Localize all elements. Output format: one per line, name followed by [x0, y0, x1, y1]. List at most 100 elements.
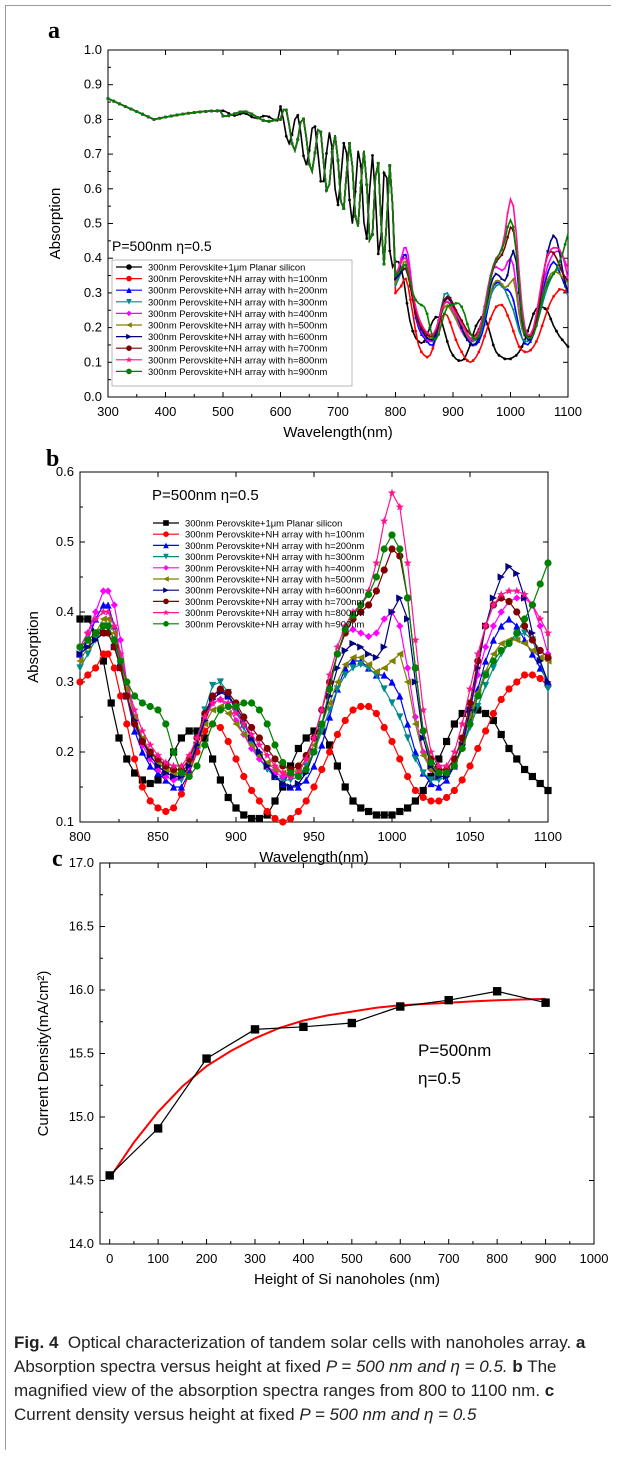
chart-b-data-point	[255, 751, 263, 760]
chart-a-data-point	[365, 237, 369, 240]
chart-b-data-point	[528, 629, 536, 637]
chart-b-annotation: P=500nm η=0.5	[152, 487, 259, 504]
chart-a-data-point	[494, 279, 498, 283]
chart-a-data-point	[279, 118, 282, 121]
panel-label-a: a	[48, 18, 60, 44]
chart-b-data-point	[185, 727, 193, 735]
chart-a-data-point	[437, 319, 441, 322]
chart-b-data-point	[162, 807, 170, 816]
chart-a-data-point	[404, 277, 408, 281]
chart-b-data-point	[474, 702, 482, 711]
chart-b-data-point	[357, 804, 365, 812]
chart-b-data-point	[224, 698, 233, 707]
chart-a-y-tick-label: 0.8	[84, 111, 102, 126]
chart-b-data-point	[482, 657, 490, 665]
chart-b-data-point	[396, 692, 404, 700]
chart-b-data-point	[513, 678, 521, 686]
chart-b-data-point	[248, 814, 256, 823]
chart-a-data-point	[313, 125, 317, 129]
chart-b-data-point	[513, 594, 521, 602]
chart-b-data-point	[528, 650, 536, 658]
chart-a-data-point	[494, 272, 498, 276]
chart-a-data-point	[330, 150, 334, 154]
chart-b-data-point	[104, 587, 112, 595]
chart-b-data-point	[131, 755, 139, 763]
chart-a-data-point	[529, 348, 533, 352]
chart-b-data-point	[110, 621, 119, 630]
chart-b-x-tick-label: 1050	[456, 829, 485, 844]
chart-b-data-point	[240, 811, 248, 819]
chart-a-data-point	[474, 324, 478, 328]
chart-a-legend-box	[111, 259, 353, 387]
chart-a-data-point	[425, 355, 429, 359]
chart-b-data-point	[365, 650, 373, 658]
chart-b-legend-marker	[163, 531, 169, 537]
chart-c-y-tick-label: 17.0	[69, 855, 94, 870]
chart-b-data-point	[263, 720, 271, 728]
chart-b-data-point	[326, 699, 334, 707]
chart-b-data-point	[302, 765, 310, 774]
chart-a-data-point	[198, 110, 202, 114]
chart-c-y-tick-label: 15.0	[69, 1109, 94, 1124]
chart-c-x-axis-label: Height of Si nanoholes (nm)	[254, 1271, 440, 1288]
chart-a-annotation: P=500nm η=0.5	[112, 238, 212, 254]
chart-b-data-point	[309, 733, 319, 742]
chart-a-data-point	[425, 340, 429, 343]
chart-a-data-point	[371, 233, 374, 236]
chart-b-data-point	[466, 720, 474, 728]
chart-a-data-point	[442, 312, 446, 316]
chart-b-data-point	[365, 632, 373, 641]
chart-b-data-point	[372, 811, 380, 819]
chart-b-data-point	[279, 818, 287, 826]
chart-b-legend-label: 300nm Perovskite+NH array with h=800nm	[185, 607, 364, 618]
chart-a-absorption-spectra: 300 400 500 600 700 800 900 1000 1100 0.0 0.1 0.2 0.…	[47, 42, 582, 441]
chart-a-x-axis-label: Wavelength(nm)	[283, 424, 392, 441]
chart-b-data-point	[536, 614, 545, 623]
chart-a-data-point	[376, 252, 380, 256]
chart-a-data-point	[563, 260, 567, 263]
chart-b-y-tick-label: 0.3	[56, 674, 74, 689]
chart-a-data-point	[394, 291, 397, 295]
chart-b-data-point	[349, 611, 357, 620]
chart-a-data-point	[520, 345, 524, 349]
caption-a-eq2: η = 0.5.	[450, 1357, 508, 1376]
chart-a-legend-marker	[126, 345, 132, 352]
chart-b-data-point	[396, 545, 404, 553]
chart-a-data-point	[460, 305, 464, 309]
chart-b-data-point	[489, 594, 497, 602]
chart-b-data-point	[528, 772, 536, 781]
chart-b-data-point	[177, 790, 185, 798]
chart-b-data-point	[263, 751, 272, 759]
chart-b-data-point	[357, 643, 365, 651]
chart-b-data-point	[216, 685, 224, 693]
chart-a-data-point	[511, 329, 515, 333]
chart-a-data-point	[152, 118, 156, 121]
chart-b-data-point	[536, 664, 544, 672]
chart-a-y-tick-label: 0.5	[84, 216, 102, 231]
chart-a-data-point	[514, 353, 518, 357]
chart-a-data-point	[279, 105, 282, 108]
chart-b-y-tick-label: 0.6	[56, 464, 74, 479]
chart-a-data-point	[302, 154, 305, 158]
chart-a-data-point	[563, 242, 567, 246]
chart-a-data-point	[233, 112, 236, 116]
chart-a-data-point	[267, 115, 271, 119]
chart-c-data-point	[250, 1025, 260, 1034]
chart-b-data-point	[388, 737, 396, 746]
chart-b-data-point	[396, 622, 404, 630]
chart-b-data-point	[396, 755, 404, 763]
chart-a-data-point	[376, 161, 380, 165]
chart-b-data-point	[513, 608, 521, 616]
chart-b-x-tick-label: 850	[147, 829, 169, 844]
caption-text: Optical characterization of tandem solar…	[67, 1333, 572, 1352]
chart-b-legend-label: 300nm Perovskite+1μm Planar silicon	[185, 518, 342, 529]
chart-a-data-point	[546, 253, 550, 257]
chart-c-x-tick-label: 800	[486, 1251, 508, 1266]
chart-a-legend-label: 300nm Perovskite+1μm Planar silicon	[148, 262, 305, 273]
chart-b-data-point	[481, 621, 490, 630]
chart-c-data-line	[109, 990, 546, 1176]
chart-a-data-point	[425, 336, 429, 340]
chart-b-data-point	[216, 695, 225, 703]
chart-a-data-point	[411, 329, 415, 333]
chart-b-data-point	[411, 713, 419, 721]
